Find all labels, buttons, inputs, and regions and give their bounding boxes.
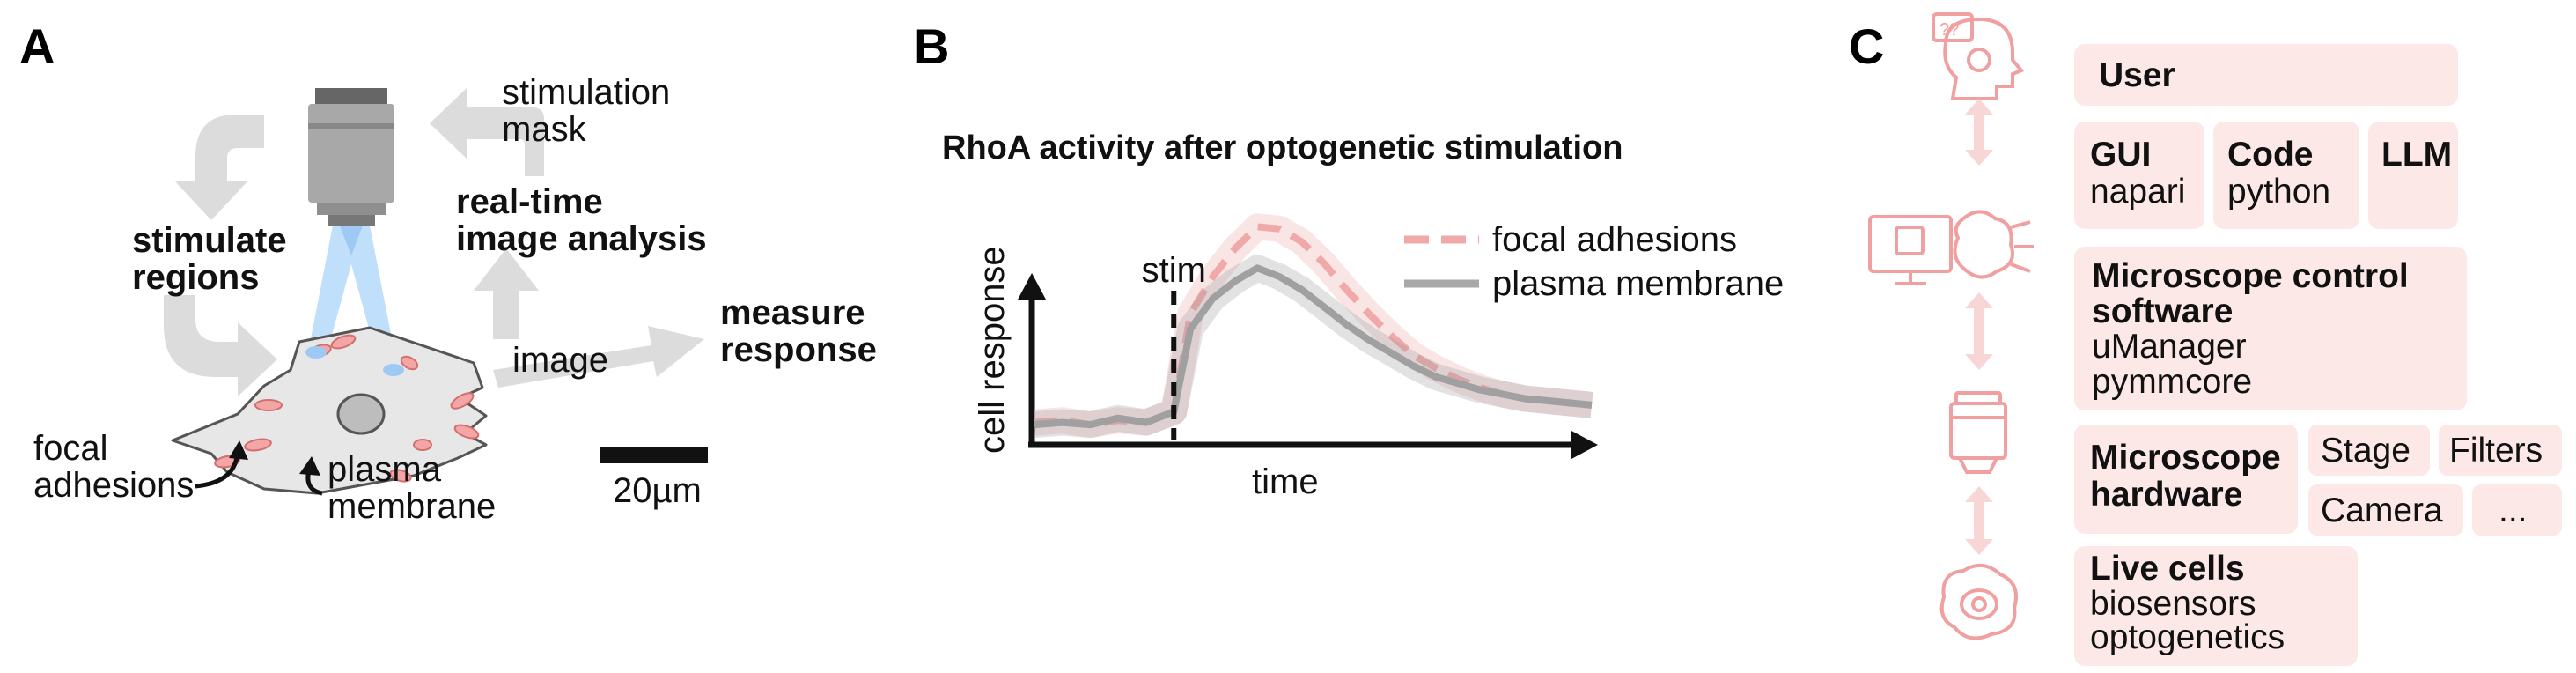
series-layer [1033, 213, 1593, 439]
gui-sub: napari [2090, 173, 2185, 211]
pointer-plasma-head [299, 456, 320, 476]
llm-label: LLM [2381, 136, 2452, 174]
scale-bar [600, 447, 708, 463]
microscope-objective-icon [1949, 391, 2007, 474]
label-response: response [720, 330, 877, 369]
label-stimulation: stimulation [502, 73, 670, 112]
arrow-measure-response [493, 326, 704, 388]
series-line-1 [1034, 264, 1593, 429]
double-arrow-icon-3 [1965, 486, 1993, 555]
box-code [2213, 122, 2359, 229]
live-title: Live cells [2090, 550, 2245, 588]
double-arrow-icon [1965, 99, 1993, 166]
pointer-focal-head [229, 440, 248, 460]
label-plasma: plasma [328, 450, 442, 489]
hardware-title-2: hardware [2090, 476, 2242, 514]
code-sub: python [2227, 173, 2330, 211]
x-axis-arrow [1571, 431, 1598, 459]
panel-a-letter: A [19, 18, 55, 74]
box-control-software [2074, 247, 2467, 410]
arrow-stimulate-regions [174, 115, 264, 220]
label-real-time: real-time [456, 182, 603, 221]
control-title-2: software [2092, 292, 2233, 330]
line-chart: cell response time stim focal adhesions … [973, 213, 1784, 501]
gui-title: GUI [2090, 136, 2151, 174]
legend-plasma-membrane: plasma membrane [1492, 264, 1784, 303]
box-stage [2308, 425, 2430, 476]
label-mask: mask [502, 110, 587, 149]
panel-c-letter: C [1849, 18, 1884, 74]
label-adhesions: adhesions [33, 466, 194, 505]
y-axis-label: cell response [973, 246, 1012, 454]
arrow-image-analysis [474, 248, 539, 339]
chart-title: RhoA activity after optogenetic stimulat… [942, 129, 1623, 166]
arrow-stimulate-to-cell [164, 295, 277, 396]
label-image: image [512, 341, 608, 380]
label-stimulate: stimulate [132, 221, 287, 260]
user-head-icon: ?? [1932, 12, 2025, 100]
box-camera [2308, 484, 2463, 536]
camera-label: Camera [2321, 492, 2443, 529]
cell-illustration [171, 326, 488, 495]
panel-a: A [19, 18, 877, 526]
code-title: Code [2227, 136, 2314, 174]
question-marks: ?? [1939, 20, 1959, 40]
stim-label: stim [1142, 251, 1206, 290]
user-label: User [2099, 56, 2175, 94]
live-sub-1: biosensors [2090, 585, 2256, 623]
label-focal: focal [33, 429, 108, 468]
control-sub-2: pymmcore [2092, 363, 2252, 401]
panel-b: B RhoA activity after optogenetic stimul… [914, 18, 1784, 501]
label-membrane: membrane [328, 487, 496, 526]
x-axis-label: time [1252, 462, 1319, 501]
filters-label: Filters [2449, 432, 2543, 470]
arrow-stimulation-mask [430, 88, 544, 176]
box-llm [2368, 122, 2458, 229]
scale-bar-label: 20µm [613, 471, 702, 510]
stage-label: Stage [2321, 432, 2410, 470]
icons-column: ?? [1868, 12, 2034, 640]
label-regions: regions [132, 258, 259, 297]
live-sub-2: optogenetics [2090, 618, 2285, 656]
computer-brain-icon [1868, 210, 2034, 285]
label-measure: measure [720, 293, 865, 332]
double-arrow-icon-2 [1965, 292, 1993, 370]
ellipsis-label: ... [2499, 492, 2528, 529]
live-cell-icon [1939, 564, 2018, 640]
label-image-analysis: image analysis [456, 219, 707, 258]
legend-focal-adhesions: focal adhesions [1492, 220, 1737, 259]
box-ellipsis [2472, 484, 2562, 536]
hardware-title-1: Microscope [2090, 439, 2281, 477]
panel-b-letter: B [914, 18, 949, 74]
box-live-cells [2074, 546, 2358, 666]
software-stack: User GUI napari Code python LLM Microsco… [2074, 44, 2562, 666]
box-filters [2439, 425, 2562, 476]
box-gui [2074, 122, 2204, 229]
box-hardware [2074, 425, 2298, 534]
box-user [2074, 44, 2458, 106]
control-sub-1: uManager [2092, 328, 2247, 366]
panel-c: C ?? [1849, 12, 2562, 666]
control-title-1: Microscope control [2092, 257, 2409, 295]
workflow-arrows [164, 88, 704, 396]
objective-icon [305, 88, 398, 370]
y-axis-arrow [1018, 273, 1046, 300]
